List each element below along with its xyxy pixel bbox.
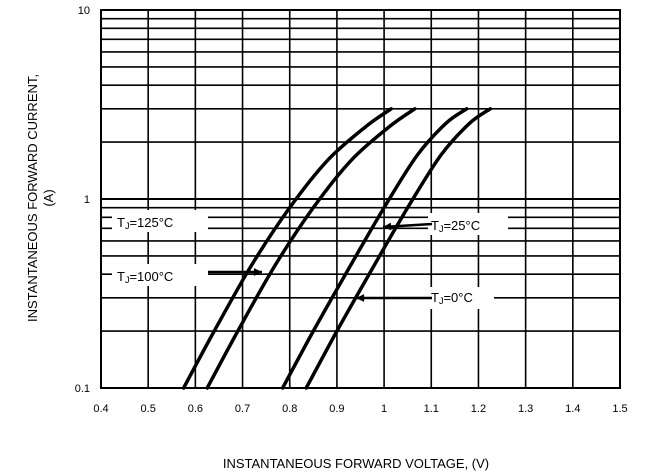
annotation-text: TJ=25°C bbox=[431, 218, 480, 234]
x-tick-label: 1.4 bbox=[565, 403, 580, 415]
annotation-arrow-line bbox=[382, 222, 433, 229]
x-tick-label: 1.1 bbox=[424, 403, 439, 415]
annotation-box bbox=[428, 213, 508, 235]
grid bbox=[100, 9, 621, 389]
annotation-box bbox=[428, 287, 494, 309]
x-tick-label: 0.8 bbox=[282, 403, 297, 415]
annotation-box bbox=[112, 210, 208, 232]
x-tick-label: 1.5 bbox=[612, 403, 627, 415]
tick-labels: 0.4 0.5 0.6 0.7 0.8 0.9 1 1.1 1.2 1.3 1.4 1.5 0.1 1 10 bbox=[75, 5, 628, 415]
series-line-2 bbox=[280, 107, 469, 390]
x-tick-label: 0.5 bbox=[141, 403, 156, 415]
x-tick-label: 1 bbox=[381, 403, 387, 415]
x-tick-label: 0.9 bbox=[329, 403, 344, 415]
x-tick-label: 1.3 bbox=[518, 403, 533, 415]
series-line-1 bbox=[205, 107, 417, 390]
y-tick-label: 1 bbox=[84, 194, 90, 206]
annotation-text: TJ=100°C bbox=[117, 269, 173, 285]
annotation-text: TJ=0°C bbox=[431, 290, 473, 306]
annotation-text: TJ=125°C bbox=[117, 215, 173, 231]
y-tick-label: 0.1 bbox=[75, 383, 90, 395]
series-line-0 bbox=[181, 107, 393, 390]
x-tick-label: 0.4 bbox=[93, 403, 108, 415]
annotation-box bbox=[112, 264, 208, 286]
x-tick-label: 1.2 bbox=[471, 403, 486, 415]
y-axis-title-line2: (A) bbox=[41, 189, 56, 206]
x-axis-title: INSTANTANEOUS FORWARD VOLTAGE, (V) bbox=[223, 456, 489, 471]
annotation-3: TJ=0°C bbox=[356, 287, 494, 309]
annotation-1: TJ=100°C bbox=[112, 264, 262, 286]
curves bbox=[181, 107, 493, 390]
annotation-0: TJ=125°C bbox=[112, 210, 208, 232]
annotation-2: TJ=25°C bbox=[382, 213, 508, 235]
annotation-arrow-head bbox=[383, 222, 392, 231]
annotation-arrow-head bbox=[253, 268, 262, 276]
plot-frame bbox=[100, 9, 621, 389]
x-tick-label: 0.7 bbox=[235, 403, 250, 415]
series-line-3 bbox=[304, 107, 493, 390]
annotation-arrow-head bbox=[356, 294, 365, 302]
y-tick-label: 10 bbox=[78, 5, 90, 17]
x-tick-label: 0.6 bbox=[188, 403, 203, 415]
y-axis-title-line1: INSTANTANEOUS FORWARD CURRENT, bbox=[25, 74, 40, 322]
annotations: TJ=125°C TJ=100°C TJ=25°C TJ=0°C bbox=[112, 210, 508, 309]
